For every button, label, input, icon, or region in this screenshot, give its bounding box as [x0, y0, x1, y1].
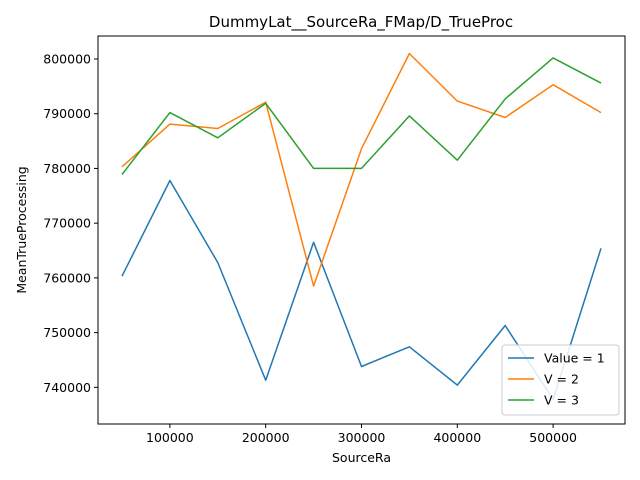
legend-box	[501, 344, 620, 416]
x-tick-label: 200000	[242, 430, 290, 445]
y-tick-label: 780000	[43, 161, 91, 176]
chart-title: DummyLat__SourceRa_FMap/D_TrueProc	[209, 13, 513, 32]
y-tick-label: 800000	[43, 51, 91, 66]
x-tick-label: 300000	[338, 430, 386, 445]
y-tick-label: 760000	[43, 270, 91, 285]
y-tick-label: 770000	[43, 216, 91, 231]
legend: Value = 1 V = 2 V = 3	[501, 344, 620, 416]
x-tick-label: 500000	[529, 430, 577, 445]
x-axis: 100000 200000 300000 400000 500000	[146, 424, 577, 445]
x-axis-label: SourceRa	[332, 450, 391, 465]
legend-label-3: V = 3	[544, 393, 579, 408]
y-axis: 740000 750000 760000 770000 780000 790000 8000…	[43, 51, 98, 395]
series-line-2	[121, 52, 602, 287]
x-tick-label: 100000	[146, 430, 194, 445]
legend-label-2: V = 2	[544, 372, 579, 387]
y-tick-label: 740000	[43, 380, 91, 395]
plot-frame	[97, 35, 626, 425]
y-tick-label: 790000	[43, 106, 91, 121]
y-axis-label: MeanTrueProcessing	[14, 166, 29, 293]
x-tick-label: 400000	[433, 430, 481, 445]
y-tick-label: 750000	[43, 325, 91, 340]
series-line-3	[121, 57, 602, 175]
legend-label-1: Value = 1	[544, 351, 605, 366]
